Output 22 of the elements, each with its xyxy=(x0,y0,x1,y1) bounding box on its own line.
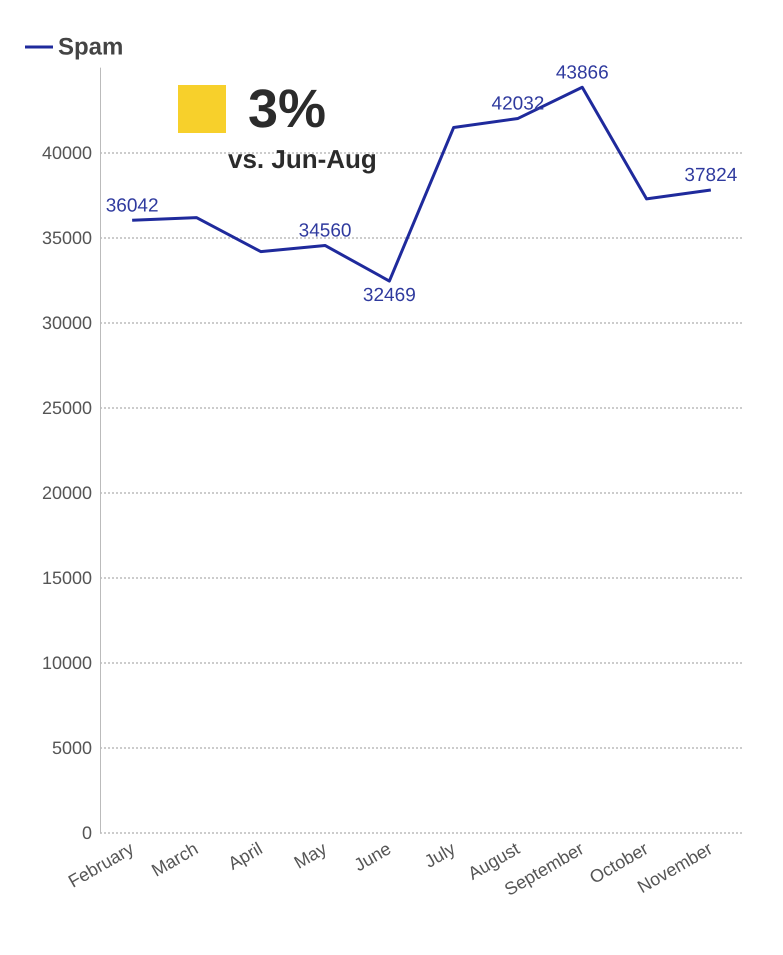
x-tick-label: July xyxy=(420,838,459,872)
y-tick-label: 30000 xyxy=(42,313,92,333)
data-label: 36042 xyxy=(106,195,159,216)
data-label: 37824 xyxy=(684,164,738,186)
annotation: 3% xyxy=(248,79,326,139)
data-label: 32469 xyxy=(362,285,416,306)
x-tick-label: April xyxy=(224,838,266,874)
x-tick-label: June xyxy=(350,838,394,876)
y-tick-label: 15000 xyxy=(42,568,92,588)
y-tick-label: 5000 xyxy=(52,738,92,758)
data-label: 43866 xyxy=(556,62,609,84)
y-tick-label: 20000 xyxy=(42,483,92,503)
y-tick-label: 0 xyxy=(82,823,92,843)
y-tick-label: 10000 xyxy=(42,653,92,673)
annotation: vs. Jun-Aug xyxy=(228,144,377,175)
y-tick-label: 40000 xyxy=(42,143,92,163)
y-tick-label: 25000 xyxy=(42,398,92,418)
legend-label: Spam xyxy=(58,34,124,60)
y-tick-label: 35000 xyxy=(42,228,92,248)
x-tick-label: May xyxy=(290,838,330,873)
data-label: 34560 xyxy=(298,220,352,242)
data-label: 42032 xyxy=(492,93,544,114)
